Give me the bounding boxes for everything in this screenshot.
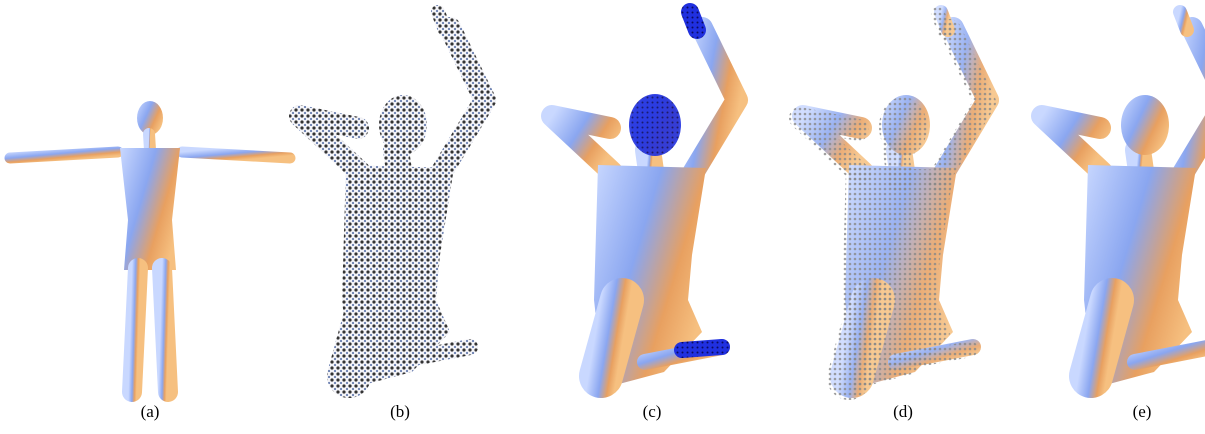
body-render [1042,12,1205,388]
panel-a [10,101,290,392]
panel-e [1042,12,1205,388]
head-markers [629,94,681,156]
panel-c [552,12,737,388]
panel-label: (e) [1133,402,1152,421]
panel-label: (b) [390,402,410,421]
body-render [10,101,290,392]
panel-d [800,12,988,390]
panel-label: (c) [643,402,662,421]
panel-label: (d) [893,402,913,421]
body-render [552,12,737,388]
panel-b [300,12,485,388]
point-cloud [300,12,485,388]
panel-label: (a) [141,402,160,421]
hand-markers [681,3,706,39]
foot-markers [674,339,730,358]
point-overlay [800,14,985,390]
